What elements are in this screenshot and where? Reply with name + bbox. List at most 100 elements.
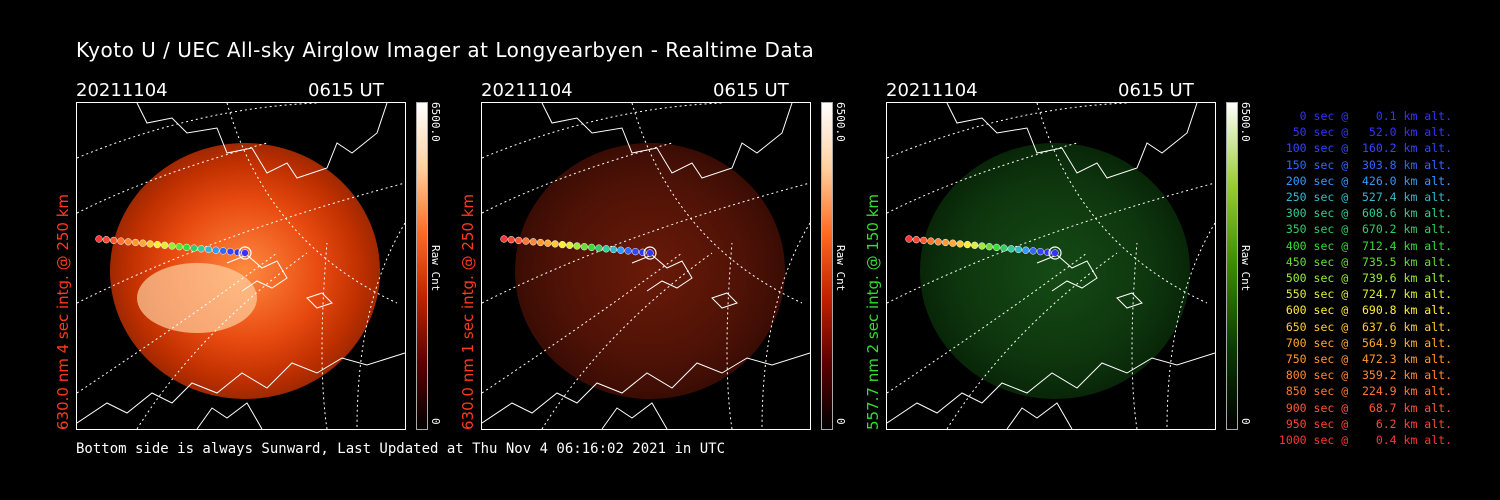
graticule-line [226,103,398,304]
sky-map [482,103,810,429]
trajectory-point [905,235,913,243]
legend-row: 750 sec @ 472.3 km alt. [1278,352,1452,367]
altitude-legend: 0 sec @ 0.1 km alt. 50 sec @ 52.0 km alt… [1262,108,1452,448]
trajectory-point [219,247,227,255]
trajectory-point [587,243,596,252]
trajectory-point [602,245,610,253]
graticule-line [887,103,1128,159]
coastline [601,402,668,429]
allsky-image [76,102,406,430]
legend-row: 450 sec @ 735.5 km alt. [1278,254,1452,269]
colorbar-unit: Raw Cnt [429,245,442,292]
trajectory-point [624,247,632,255]
legend-row: 850 sec @ 224.9 km alt. [1278,384,1452,399]
legend-row: 900 sec @ 68.7 km alt. [1278,400,1452,415]
panel-date: 20211104 [481,80,573,101]
legend-row: 700 sec @ 564.9 km alt. [1278,335,1452,350]
trajectory-point [1051,249,1059,257]
coastline [946,103,1198,179]
coastline [306,292,333,309]
trajectory-point [109,236,118,245]
legend-row: 800 sec @ 359.2 km alt. [1278,368,1452,383]
trajectory-point [536,238,545,247]
trajectory-point [971,241,979,249]
coastline [541,103,793,179]
trajectory-point [146,240,154,248]
trajectory-point [609,245,618,254]
graticule-line [726,242,733,429]
footer-status: Bottom side is always Sunward, Last Upda… [76,441,726,457]
colorbar-min: 0 [429,418,442,425]
trajectory-point [182,243,191,252]
legend-row: 300 sec @ 608.6 km alt. [1278,206,1452,221]
panel-time: 0615 UT [1118,80,1194,101]
trajectory-point [117,237,125,245]
trajectory-point [566,241,574,249]
trajectory-point [1029,247,1037,255]
legend-row: 150 sec @ 303.8 km alt. [1278,157,1452,172]
trajectory-point [927,237,935,245]
graticule-line [482,103,723,159]
trajectory-point [992,243,1001,252]
coastline [77,352,405,424]
trajectory-point [617,246,625,254]
trajectory-point [631,247,640,256]
trajectory-point [153,240,162,249]
trajectory-point [514,236,523,245]
airglow-disc [515,143,785,399]
coastline [482,352,810,424]
airglow-disc [110,143,380,399]
colorbar-max: 6500.0 [429,102,442,142]
legend-row: 1000 sec @ 0.4 km alt. [1278,433,1452,448]
trajectory-point [558,240,567,249]
trajectory-point [646,249,654,257]
legend-row: 650 sec @ 637.6 km alt. [1278,319,1452,334]
graticule-line [1036,103,1208,304]
legend-row: 100 sec @ 160.2 km alt. [1278,141,1452,156]
colorbar-min: 0 [834,418,847,425]
graticule-line [321,242,328,429]
coastline [196,402,263,429]
airglow-disc [920,143,1190,399]
legend-row: 500 sec @ 739.6 km alt. [1278,271,1452,286]
trajectory-point [124,238,132,246]
colorbar-max: 6500.0 [834,102,847,142]
trajectory-point [1000,244,1008,252]
trajectory-point [573,242,581,250]
station-marker [643,246,657,260]
trajectory-point [1014,245,1023,254]
trajectory-point [551,240,559,248]
coastline [887,352,1215,424]
trajectory-point [919,236,928,245]
colorbar [821,102,833,430]
sky-map [887,103,1215,429]
colorbar [1226,102,1238,430]
aurora-bright-patch [137,263,257,333]
graticule-line [631,103,803,304]
coastline [711,292,738,309]
trajectory-point [131,238,140,247]
trajectory-point [139,239,147,247]
legend-row: 350 sec @ 670.2 km alt. [1278,222,1452,237]
panel-3: 20211104 0615 UT 557.7 nm 2 sec intg. @ … [864,80,1306,432]
panel-date: 20211104 [76,80,168,101]
coastline [1116,292,1143,309]
colorbar-unit: Raw Cnt [834,245,847,292]
panel-2: 20211104 0615 UT 630.0 nm 1 sec intg. @ … [459,80,901,432]
graticule-line [482,182,810,304]
trajectory-point [1036,247,1045,256]
page-title: Kyoto U / UEC All-sky Airglow Imager at … [76,38,815,62]
trajectory-point [507,236,515,244]
trajectory-point [226,247,235,256]
graticule-line [77,182,405,304]
panel-time: 0615 UT [713,80,789,101]
legend-row: 200 sec @ 426.0 km alt. [1278,173,1452,188]
trajectory-point [978,242,986,250]
trajectory-point [949,239,957,247]
legend-row: 250 sec @ 527.4 km alt. [1278,190,1452,205]
sky-map [77,103,405,429]
trajectory-point [204,245,213,254]
colorbar [416,102,428,430]
trajectory-point [1022,246,1030,254]
coastline [136,103,388,179]
